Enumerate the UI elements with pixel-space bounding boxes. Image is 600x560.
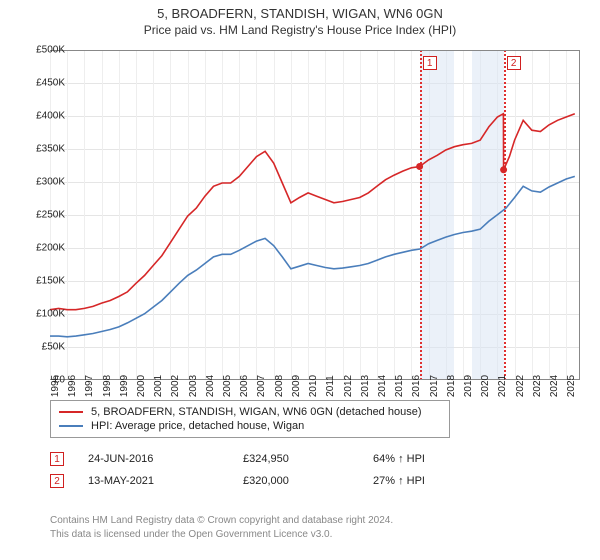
sale-date-1: 24-JUN-2016: [88, 453, 243, 465]
legend-item-property: 5, BROADFERN, STANDISH, WIGAN, WN6 0GN (…: [59, 405, 441, 419]
x-tick-label: 2010: [308, 375, 319, 397]
x-tick-label: 2004: [205, 375, 216, 397]
x-tick-label: 1995: [50, 375, 61, 397]
y-tick-label: £250K: [17, 210, 65, 221]
x-tick-label: 2011: [325, 375, 336, 397]
x-tick-label: 2016: [411, 375, 422, 397]
sale-dot: [416, 163, 423, 170]
sale-delta-2: 27% ↑ HPI: [373, 475, 503, 487]
y-tick-label: £500K: [17, 45, 65, 56]
x-tick-label: 1999: [119, 375, 130, 397]
y-tick-label: £300K: [17, 177, 65, 188]
sale-listing: 1 24-JUN-2016 £324,950 64% ↑ HPI 2 13-MA…: [50, 448, 580, 492]
x-tick-label: 2003: [188, 375, 199, 397]
plot-svg: [50, 51, 580, 381]
x-tick-label: 2000: [136, 375, 147, 397]
x-tick-label: 2009: [291, 375, 302, 397]
x-tick-label: 2002: [170, 375, 181, 397]
sale-marker-badge-1: 1: [50, 452, 64, 466]
legend-label-hpi: HPI: Average price, detached house, Wiga…: [91, 420, 304, 432]
x-tick-label: 2023: [532, 375, 543, 397]
x-tick-label: 2017: [429, 375, 440, 397]
y-tick-label: £350K: [17, 144, 65, 155]
x-tick-label: 1997: [84, 375, 95, 397]
attribution: Contains HM Land Registry data © Crown c…: [50, 514, 580, 541]
sale-price-1: £324,950: [243, 453, 373, 465]
sale-price-2: £320,000: [243, 475, 373, 487]
y-tick-label: £100K: [17, 309, 65, 320]
sale-delta-1: 64% ↑ HPI: [373, 453, 503, 465]
sale-dot: [500, 166, 507, 173]
y-tick-label: £200K: [17, 243, 65, 254]
attribution-line1: Contains HM Land Registry data © Crown c…: [50, 514, 580, 528]
legend-item-hpi: HPI: Average price, detached house, Wiga…: [59, 419, 441, 433]
figure: 5, BROADFERN, STANDISH, WIGAN, WN6 0GN P…: [0, 0, 600, 560]
sale-row-1: 1 24-JUN-2016 £324,950 64% ↑ HPI: [50, 448, 580, 470]
series-hpi: [50, 176, 575, 336]
sale-marker-badge-chart: 1: [423, 56, 437, 70]
x-tick-label: 2018: [446, 375, 457, 397]
x-tick-label: 2001: [153, 375, 164, 397]
x-tick-label: 2005: [222, 375, 233, 397]
x-tick-label: 2012: [343, 375, 354, 397]
plot-area: [50, 50, 580, 380]
sale-marker-badge-2: 2: [50, 474, 64, 488]
legend-swatch-property: [59, 411, 83, 413]
sale-date-2: 13-MAY-2021: [88, 475, 243, 487]
x-tick-label: 2015: [394, 375, 405, 397]
x-tick-label: 2013: [360, 375, 371, 397]
x-tick-label: 1996: [67, 375, 78, 397]
y-tick-label: £450K: [17, 78, 65, 89]
attribution-line2: This data is licensed under the Open Gov…: [50, 528, 580, 542]
sale-row-2: 2 13-MAY-2021 £320,000 27% ↑ HPI: [50, 470, 580, 492]
x-tick-label: 2019: [463, 375, 474, 397]
x-tick-label: 2014: [377, 375, 388, 397]
legend-swatch-hpi: [59, 425, 83, 427]
x-tick-label: 2024: [549, 375, 560, 397]
series-property: [50, 114, 575, 310]
x-tick-label: 2021: [497, 375, 508, 397]
y-tick-label: £50K: [17, 342, 65, 353]
x-tick-label: 2006: [239, 375, 250, 397]
chart-title: 5, BROADFERN, STANDISH, WIGAN, WN6 0GN: [0, 0, 600, 21]
x-tick-label: 1998: [102, 375, 113, 397]
legend-label-property: 5, BROADFERN, STANDISH, WIGAN, WN6 0GN (…: [91, 406, 422, 418]
y-tick-label: £150K: [17, 276, 65, 287]
x-tick-label: 2022: [515, 375, 526, 397]
y-tick-label: £400K: [17, 111, 65, 122]
x-tick-label: 2007: [256, 375, 267, 397]
x-tick-label: 2008: [274, 375, 285, 397]
chart-subtitle: Price paid vs. HM Land Registry's House …: [0, 21, 600, 37]
x-tick-label: 2025: [566, 375, 577, 397]
x-tick-label: 2020: [480, 375, 491, 397]
sale-marker-badge-chart: 2: [507, 56, 521, 70]
legend: 5, BROADFERN, STANDISH, WIGAN, WN6 0GN (…: [50, 400, 450, 438]
